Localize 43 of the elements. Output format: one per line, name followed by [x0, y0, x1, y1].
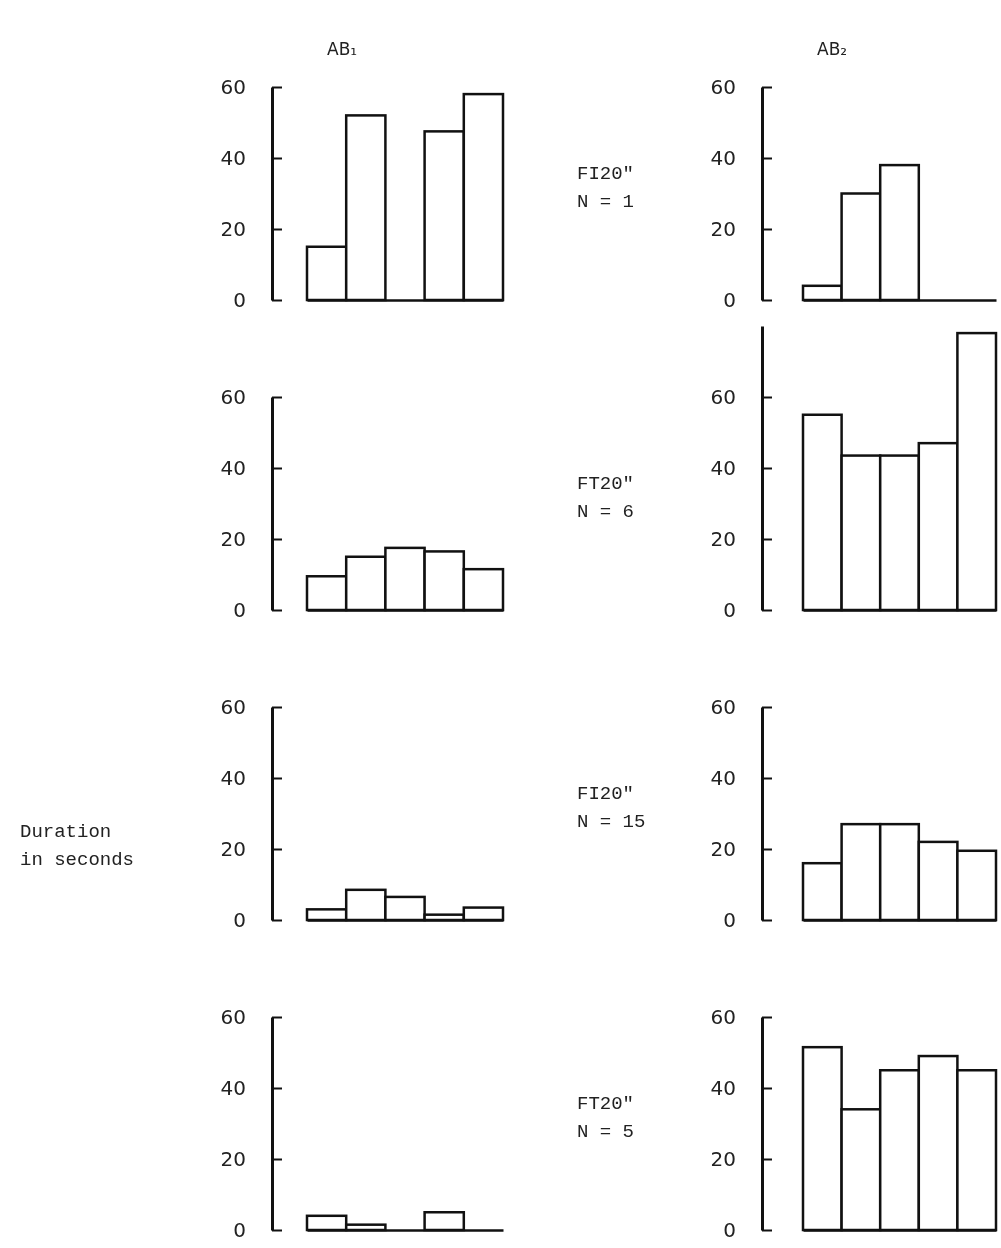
y-tick-label: 60 [710, 74, 736, 99]
y-tick-label: 60 [710, 384, 736, 409]
chart-title: AB₂ [817, 39, 848, 59]
y-tick-label: 20 [220, 1146, 246, 1171]
y-tick-label: 40 [220, 455, 246, 480]
y-tick-label: 40 [710, 765, 736, 790]
text: FI20" [577, 163, 635, 185]
y-tick-label: 0 [233, 287, 246, 312]
y-tick-label: 0 [723, 597, 736, 622]
y-tick-label: 0 [233, 1217, 246, 1242]
y-tick-label: 60 [220, 694, 246, 719]
y-tick-label: 0 [723, 287, 736, 312]
y-tick-label: 20 [220, 526, 246, 551]
y-tick-label: 60 [710, 1004, 736, 1029]
y-tick-label: 0 [233, 597, 246, 622]
y-tick-label: 40 [710, 1075, 736, 1100]
y-tick-label: 40 [710, 455, 736, 480]
text: FI20" [577, 783, 635, 805]
y-tick-label: 60 [220, 74, 246, 99]
y-tick-label: 0 [233, 907, 246, 932]
text: N = 15 [577, 811, 646, 833]
y-tick-label: 40 [220, 145, 246, 170]
text: N = 5 [577, 1121, 635, 1143]
y-tick-label: 0 [723, 907, 736, 932]
y-tick-label: 20 [220, 216, 246, 241]
y-tick-label: 60 [710, 694, 736, 719]
y-tick-label: 20 [710, 526, 736, 551]
text: FT20" [577, 1093, 635, 1115]
y-tick-label: 20 [710, 216, 736, 241]
text: FT20" [577, 473, 635, 495]
chart-title: AB₁ [327, 39, 358, 59]
text: N = 6 [577, 501, 635, 523]
y-tick-label: 40 [220, 1075, 246, 1100]
y-tick-label: 40 [710, 145, 736, 170]
y-tick-label: 60 [220, 384, 246, 409]
text: N = 1 [577, 191, 635, 213]
y-axis-title: Duration in seconds [20, 821, 135, 871]
y-tick-label: 20 [710, 836, 736, 861]
y-tick-label: 0 [723, 1217, 736, 1242]
y-tick-label: 20 [220, 836, 246, 861]
y-tick-label: 40 [220, 765, 246, 790]
y-tick-label: 20 [710, 1146, 736, 1171]
y-tick-label: 60 [220, 1004, 246, 1029]
